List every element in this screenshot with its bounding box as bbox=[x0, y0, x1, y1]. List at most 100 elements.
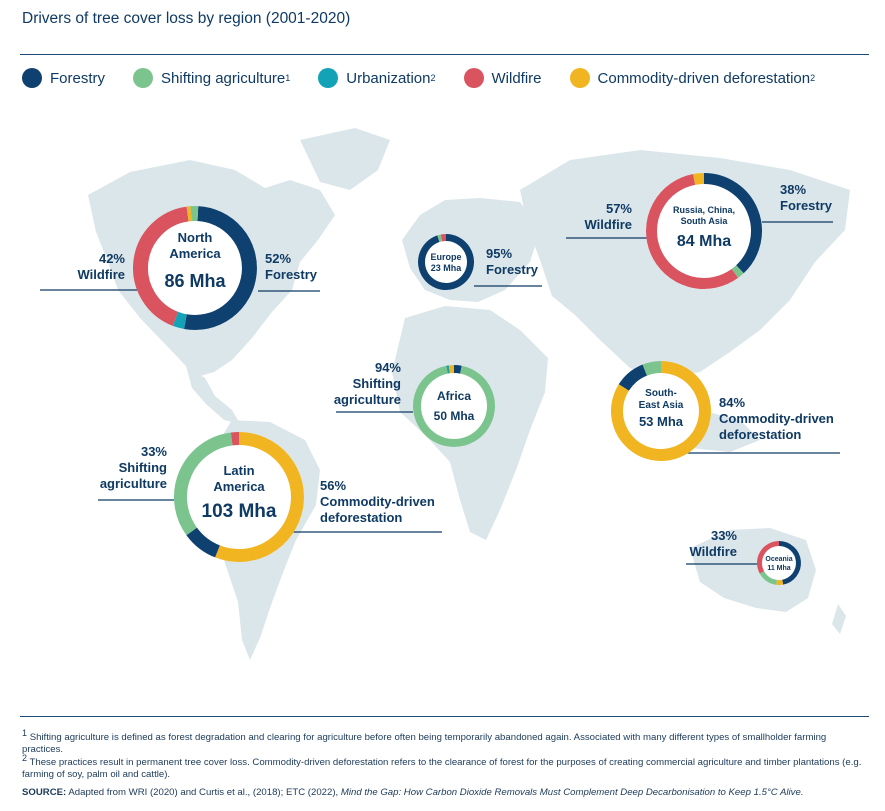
region-total-russia-china-south-asia: 84 Mha bbox=[677, 233, 731, 250]
region-total-latin-america: 103 Mha bbox=[202, 501, 277, 522]
legend-item-forestry: Forestry bbox=[22, 68, 105, 88]
donut-segment-russia-china-south-asia-commodity-driven-deforestation bbox=[693, 173, 705, 185]
donut-bg-north-america bbox=[133, 206, 257, 330]
legend-swatch-urbanization bbox=[318, 68, 339, 88]
region-name-russia-china-south-asia: South Asia bbox=[681, 216, 729, 226]
donut-segment-oceania-forestry bbox=[778, 541, 801, 585]
donut-europe bbox=[418, 233, 474, 290]
donut-segment-latin-america-commodity-driven-deforestation bbox=[215, 432, 304, 562]
donut-segment-south-east-asia-shifting-agriculture bbox=[642, 361, 662, 376]
source-label: SOURCE: bbox=[22, 787, 67, 798]
callout-label-latin-america: Commodity-driven bbox=[320, 494, 435, 509]
donut-north-america bbox=[133, 206, 257, 330]
donut-africa bbox=[413, 364, 495, 447]
callout-label-africa: Shifting bbox=[353, 376, 401, 391]
donut-bg-oceania bbox=[757, 541, 801, 585]
source-title: Mind the Gap: How Carbon Dioxide Removal… bbox=[340, 787, 804, 798]
donut-segment-africa-shifting-agriculture bbox=[413, 365, 495, 447]
donut-segment-oceania-wildfire bbox=[757, 541, 780, 574]
region-name-europe: Europe bbox=[430, 252, 461, 262]
donut-south-east-asia bbox=[611, 361, 711, 461]
donut-segment-south-east-asia-commodity-driven-deforestation bbox=[611, 361, 711, 461]
footer-divider bbox=[20, 716, 869, 717]
callout-percent-latin-america: 33% bbox=[141, 444, 167, 459]
callout-label-oceania: Wildfire bbox=[689, 544, 737, 559]
footnote-2-text: These practices result in permanent tree… bbox=[22, 757, 862, 780]
legend-label-commodity: Commodity-driven deforestation bbox=[597, 69, 811, 87]
donut-segment-russia-china-south-asia-shifting-agriculture bbox=[731, 265, 744, 278]
callout-percent-russia-china-south-asia: 38% bbox=[780, 182, 806, 197]
legend-swatch-wildfire bbox=[463, 68, 484, 88]
callout-label-latin-america: deforestation bbox=[320, 510, 402, 525]
central-america bbox=[186, 366, 240, 424]
legend-item-urbanization: Urbanization 2 bbox=[318, 68, 436, 88]
callout-label-latin-america: Shifting bbox=[119, 460, 167, 475]
donut-segment-europe-shifting-agriculture bbox=[437, 234, 443, 243]
donut-bg-south-east-asia bbox=[611, 361, 711, 461]
donut-segment-north-america-forestry bbox=[184, 206, 257, 330]
callout-percent-south-east-asia: 84% bbox=[719, 395, 745, 410]
footnote-2: 2 These practices result in permanent tr… bbox=[22, 753, 867, 781]
donut-latin-america bbox=[174, 431, 304, 562]
legend-label-forestry: Forestry bbox=[50, 69, 106, 87]
callout-label-africa: agriculture bbox=[334, 392, 401, 407]
donut-bg-latin-america bbox=[174, 432, 304, 562]
donut-segment-north-america-urbanization bbox=[172, 311, 187, 330]
region-total-south-east-asia: 53 Mha bbox=[639, 414, 684, 429]
donut-segment-oceania-shifting-agriculture bbox=[759, 571, 778, 585]
region-name-north-america: North bbox=[178, 230, 213, 245]
region-total-africa: 50 Mha bbox=[434, 409, 475, 423]
callout-percent-africa: 94% bbox=[375, 360, 401, 375]
callout-percent-north-america: 42% bbox=[99, 251, 125, 266]
callout-percent-oceania: 33% bbox=[711, 528, 737, 543]
region-name-south-east-asia: East Asia bbox=[639, 400, 684, 411]
callout-label-north-america: Wildfire bbox=[77, 267, 125, 282]
footnote-1-mark: 1 bbox=[22, 727, 28, 738]
donut-segment-north-america-wildfire bbox=[133, 206, 189, 326]
callout-label-south-east-asia: deforestation bbox=[719, 427, 801, 442]
donut-layer bbox=[133, 173, 801, 585]
callout-label-russia-china-south-asia: Forestry bbox=[780, 198, 833, 213]
callout-label-russia-china-south-asia: Wildfire bbox=[584, 217, 632, 232]
donut-segment-russia-china-south-asia-forestry bbox=[703, 173, 762, 274]
region-name-latin-america: America bbox=[213, 479, 265, 494]
region-name-africa: Africa bbox=[437, 389, 471, 403]
source-text: Adapted from WRI (2020) and Curtis et al… bbox=[68, 787, 339, 798]
donut-segment-russia-china-south-asia-wildfire bbox=[646, 174, 739, 289]
legend-label-wildfire: Wildfire bbox=[491, 69, 542, 87]
donut-segment-south-east-asia-forestry bbox=[618, 364, 648, 391]
callout-label-north-america: Forestry bbox=[265, 267, 318, 282]
callout-percent-latin-america: 56% bbox=[320, 478, 346, 493]
region-total-north-america: 86 Mha bbox=[164, 271, 226, 291]
region-name-russia-china-south-asia: Russia, China, bbox=[673, 205, 735, 215]
donut-oceania bbox=[757, 541, 801, 585]
region-name-north-america: America bbox=[169, 246, 221, 261]
page-title: Drivers of tree cover loss by region (20… bbox=[22, 10, 351, 27]
callout-label-europe: Forestry bbox=[486, 262, 539, 277]
callout-percent-europe: 95% bbox=[486, 246, 512, 261]
donut-segment-africa-forestry bbox=[453, 365, 462, 374]
legend-swatch-forestry bbox=[22, 68, 42, 88]
legend-swatch-shifting-agriculture bbox=[133, 68, 154, 88]
new-zealand bbox=[832, 604, 846, 634]
greenland bbox=[300, 128, 390, 190]
footnote-1-text: Shifting agriculture is defined as fores… bbox=[22, 732, 827, 755]
region-total-europe: 23 Mha bbox=[431, 263, 463, 273]
callout-percent-russia-china-south-asia: 57% bbox=[606, 201, 632, 216]
legend: Forestry Shifting agriculture 1 Urbanizat… bbox=[22, 68, 815, 88]
donut-segment-latin-america-shifting-agriculture bbox=[174, 432, 233, 536]
donut-russia-china-south-asia bbox=[646, 173, 762, 289]
donut-bg-africa bbox=[413, 365, 495, 447]
donut-bg-russia-china-south-asia bbox=[646, 173, 762, 289]
footnote-2-mark: 2 bbox=[22, 752, 28, 763]
top-divider bbox=[20, 54, 869, 55]
region-total-oceania: 11 Mha bbox=[767, 565, 790, 572]
region-name-oceania: Oceania bbox=[765, 556, 792, 563]
region-name-latin-america: Latin bbox=[223, 463, 254, 478]
donut-segment-europe-forestry bbox=[418, 234, 474, 290]
callout-label-latin-america: agriculture bbox=[100, 476, 167, 491]
region-name-south-east-asia: South- bbox=[645, 388, 677, 399]
legend-label-shifting-agriculture: Shifting agriculture bbox=[161, 69, 286, 87]
